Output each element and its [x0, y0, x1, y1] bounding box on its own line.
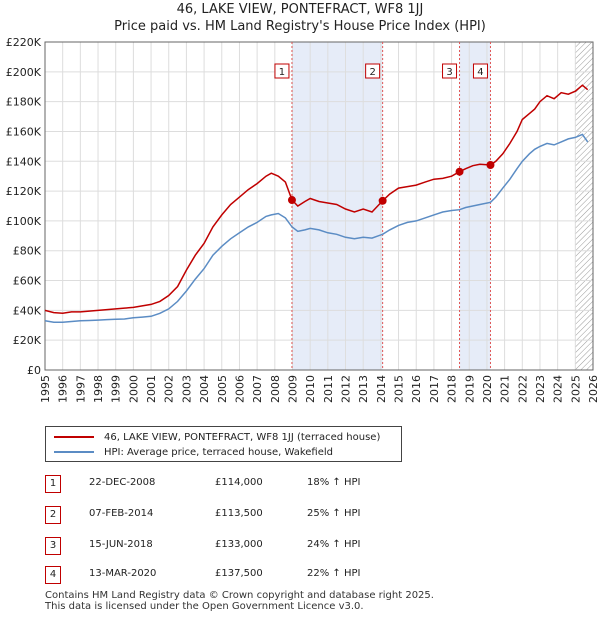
legend-swatch-hpi [54, 451, 94, 453]
x-tick-label: 2013 [357, 375, 370, 403]
x-tick-label: 2021 [499, 375, 512, 403]
x-tick-label: 1995 [39, 375, 52, 403]
y-tick-label: £100K [6, 215, 42, 228]
x-tick-label: 2012 [340, 375, 353, 403]
x-tick-label: 2018 [446, 375, 459, 403]
x-tick-label: 2010 [304, 375, 317, 403]
sale-hpi-change: 18% ↑ HPI [307, 477, 361, 488]
legend-label-hpi: HPI: Average price, terraced house, Wake… [104, 446, 334, 458]
footer-attribution: Contains HM Land Registry data © Crown c… [45, 590, 434, 612]
sale-price: £114,000 [215, 477, 263, 488]
sale-date: 15-JUN-2018 [89, 539, 153, 550]
x-tick-label: 2002 [163, 375, 176, 403]
sale-hpi-change: 24% ↑ HPI [307, 539, 361, 550]
sale-price: £113,500 [215, 508, 263, 519]
y-tick-label: £20K [13, 334, 42, 347]
legend: 46, LAKE VIEW, PONTEFRACT, WF8 1JJ (terr… [45, 426, 402, 462]
y-tick-label: £200K [6, 66, 42, 79]
chart-subtitle: Price paid vs. HM Land Registry's House … [114, 19, 486, 34]
sale-point-3 [455, 167, 464, 176]
x-tick-label: 2023 [534, 375, 547, 403]
x-tick-label: 2022 [516, 375, 529, 403]
sale-period-band-1 [291, 42, 383, 370]
sale-date: 07-FEB-2014 [89, 508, 154, 519]
forecast-hatch [575, 42, 593, 370]
x-tick-label: 1997 [74, 375, 87, 403]
x-tick-label: 2014 [375, 375, 388, 403]
sale-date: 22-DEC-2008 [89, 477, 156, 488]
x-tick-label: 1999 [110, 375, 123, 403]
footer-line-2: This data is licensed under the Open Gov… [45, 601, 364, 612]
sale-price: £133,000 [215, 539, 263, 550]
sale-hpi-change: 22% ↑ HPI [307, 568, 361, 579]
sale-marker-box-4 [472, 63, 488, 79]
x-tick-label: 2015 [393, 375, 406, 403]
x-tick-label: 2017 [428, 375, 441, 403]
x-tick-label: 2020 [481, 375, 494, 403]
sale-badge: 4 [45, 566, 61, 584]
sale-hpi-change: 25% ↑ HPI [307, 508, 361, 519]
x-tick-label: 2009 [286, 375, 299, 403]
sale-marker-label-2: 2 [369, 67, 375, 78]
y-tick-label: £120K [6, 185, 42, 198]
sale-price: £137,500 [215, 568, 263, 579]
y-tick-label: £40K [13, 304, 42, 317]
x-tick-label: 1998 [92, 375, 105, 403]
sale-marker-label-4: 4 [477, 67, 483, 78]
y-tick-label: £180K [6, 96, 42, 109]
sale-badge: 2 [45, 506, 61, 524]
legend-item-hpi: HPI: Average price, terraced house, Wake… [54, 445, 333, 459]
footer-line-1: Contains HM Land Registry data © Crown c… [45, 590, 434, 601]
sale-marker-box-3 [442, 63, 458, 79]
x-tick-label: 2025 [569, 375, 582, 403]
sale-point-4 [486, 161, 495, 169]
y-tick-label: £80K [13, 245, 42, 258]
sale-point-2 [378, 196, 387, 205]
sale-marker-box-2 [365, 63, 381, 79]
y-tick-label: £160K [6, 125, 42, 138]
x-tick-label: 2008 [269, 375, 282, 403]
x-tick-label: 2026 [587, 375, 600, 403]
x-tick-label: 2006 [233, 375, 246, 403]
sale-badge: 3 [45, 537, 61, 555]
y-tick-label: £60K [13, 275, 42, 288]
sale-badge: 1 [45, 475, 61, 493]
y-tick-label: £220K [6, 36, 42, 49]
price-chart: 1 2 3 4 £0 £20K £40K £60K £80K £100K £120K £140K £1… [6, 36, 600, 403]
x-tick-label: 2016 [410, 375, 423, 403]
price-line [44, 84, 589, 315]
x-tick-label: 2001 [145, 375, 158, 403]
sale-date: 13-MAR-2020 [89, 568, 157, 579]
x-tick-label: 2007 [251, 375, 264, 403]
x-tick-label: 2000 [127, 375, 140, 403]
sale-point-1 [287, 196, 296, 205]
plot-area [44, 41, 594, 371]
hpi-line [44, 133, 589, 324]
legend-item-property: 46, LAKE VIEW, PONTEFRACT, WF8 1JJ (terr… [54, 430, 380, 444]
legend-label-property: 46, LAKE VIEW, PONTEFRACT, WF8 1JJ (terr… [104, 431, 381, 443]
legend-swatch-property [54, 436, 94, 438]
x-tick-label: 2003 [180, 375, 193, 403]
y-tick-label: £140K [6, 155, 42, 168]
sale-marker-label-3: 3 [446, 67, 452, 78]
x-tick-label: 2005 [216, 375, 229, 403]
x-tick-label: 2024 [552, 375, 565, 403]
chart-title: 46, LAKE VIEW, PONTEFRACT, WF8 1JJ [176, 2, 424, 17]
sale-marker-box-1 [274, 63, 290, 79]
x-tick-label: 2004 [198, 375, 211, 403]
x-tick-label: 2011 [322, 375, 335, 403]
y-tick-label: £0 [27, 364, 41, 377]
sale-marker-label-1: 1 [279, 67, 285, 78]
x-tick-label: 2019 [463, 375, 476, 403]
x-tick-label: 1996 [57, 375, 70, 403]
